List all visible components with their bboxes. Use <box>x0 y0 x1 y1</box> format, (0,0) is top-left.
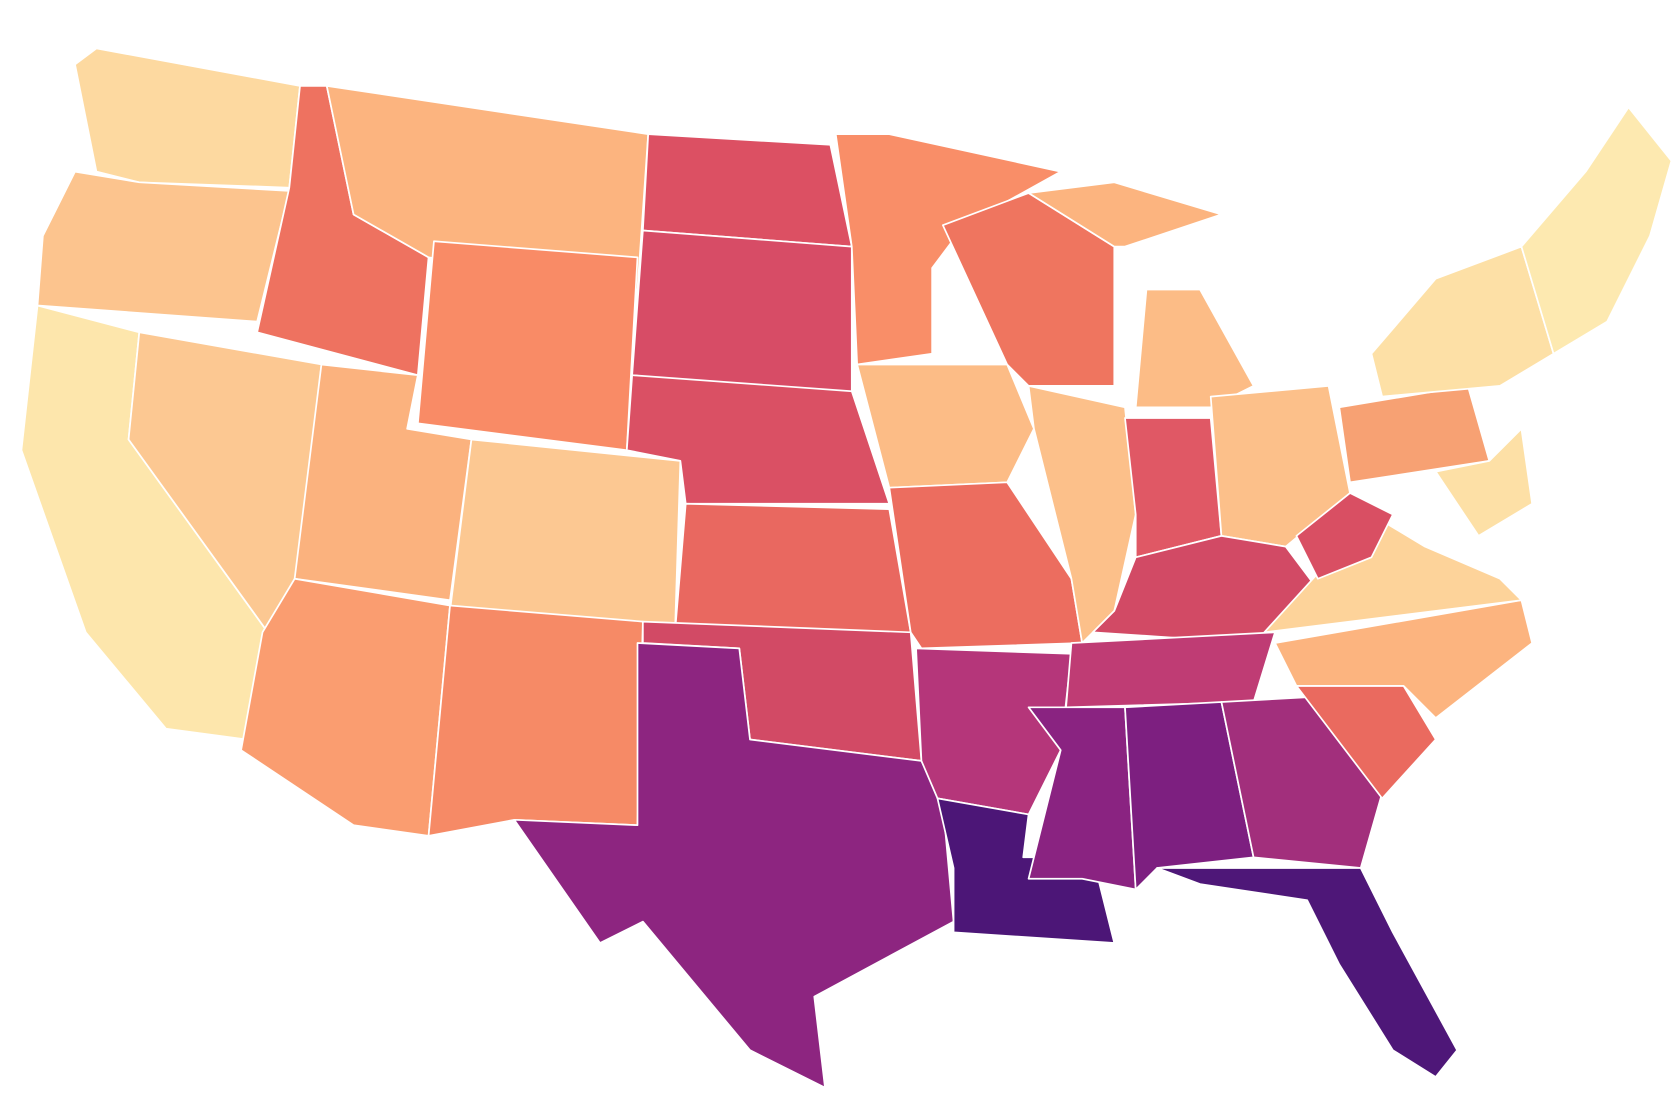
region-ks <box>674 502 912 634</box>
region-fl <box>1156 867 1458 1078</box>
region-mi <box>1134 288 1255 409</box>
region-az <box>240 577 451 837</box>
region-ny <box>1370 245 1555 398</box>
region-or <box>36 170 291 323</box>
region-nm <box>427 604 644 837</box>
region-in <box>1124 417 1223 559</box>
region-tx <box>513 642 955 1089</box>
region-wy <box>417 240 639 452</box>
region-wa <box>74 47 301 189</box>
region-co <box>449 438 682 634</box>
regions <box>20 47 1673 1089</box>
region-nd <box>642 133 853 248</box>
region-new-england <box>1520 106 1673 355</box>
region-la <box>936 797 1116 944</box>
region-ia <box>856 363 1035 489</box>
region-ky <box>1092 535 1319 644</box>
region-mid-atlantic <box>1434 427 1533 537</box>
region-tn <box>1065 631 1276 709</box>
region-sd <box>631 229 853 398</box>
region-wv <box>1295 492 1394 580</box>
region-mn <box>834 133 1062 366</box>
region-mi-upper <box>1027 181 1223 248</box>
region-al <box>1124 701 1255 891</box>
